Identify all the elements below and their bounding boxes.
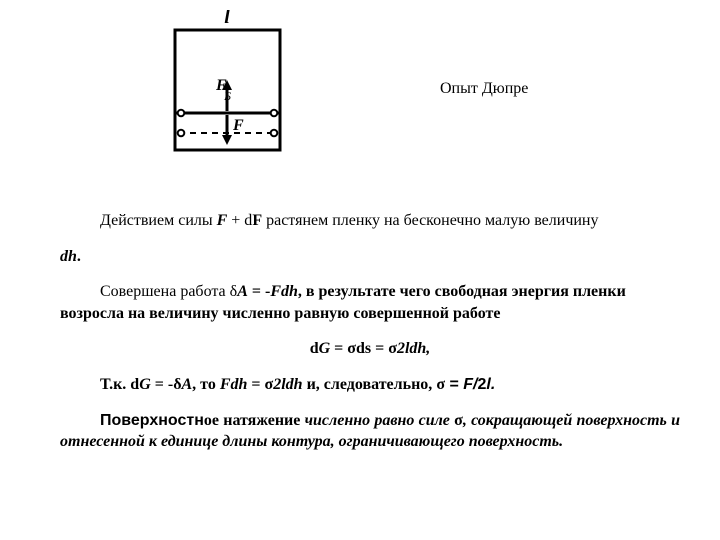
p2-t1: Совершена работа δ: [100, 283, 237, 300]
p3-t4: и, следовательно,: [303, 376, 437, 393]
p4-t1b: ое натяжение: [204, 412, 300, 429]
p1-dh: dh: [60, 248, 77, 265]
p4-t1a: Поверхностн: [100, 412, 204, 429]
arrow-down-head: [222, 135, 232, 145]
p3-eq2: =: [247, 376, 264, 393]
F-up-sub: Б: [223, 89, 231, 103]
p3-G: G: [139, 376, 151, 393]
p4-t2: численно равно силе: [300, 412, 454, 429]
eq1-mid: = σds = σ: [330, 340, 397, 357]
l-label: l: [224, 10, 230, 28]
p3-sigma2: σ: [436, 376, 445, 393]
bar-end-right-bot: [271, 130, 278, 137]
p1-t3: растянем пленку на бесконечно малую вели…: [262, 212, 598, 229]
p3-l: l.: [486, 376, 495, 393]
p4-sigma: σ: [454, 412, 463, 429]
equation-1: dG = σds = σ2ldh,: [60, 338, 680, 360]
p3-t2: = -δ: [151, 376, 182, 393]
diagram-svg: l F Б F: [150, 10, 310, 170]
paragraph-1: Действием силы F + dF растянем пленку на…: [60, 210, 680, 232]
p3-F2: F/: [463, 376, 477, 393]
dupre-diagram: l F Б F: [150, 10, 370, 170]
bar-end-left-top: [178, 110, 185, 117]
experiment-title: Опыт Дюпре: [440, 80, 528, 98]
page: l F Б F Опыт Дюпре: [0, 0, 720, 540]
p1-F: F: [217, 212, 228, 229]
p1-dF: F: [252, 212, 262, 229]
paragraph-2: Совершена работа δA = -Fdh, в результате…: [60, 281, 680, 324]
top-area: l F Б F Опыт Дюпре: [60, 10, 680, 170]
p3-A: A: [182, 376, 193, 393]
F-down-label: F: [232, 117, 244, 134]
p3-eq3: =: [445, 376, 463, 393]
paragraph-4: Поверхностное натяжение численно равно с…: [60, 410, 680, 453]
p1-t1: Действием силы: [100, 212, 217, 229]
p3-Fdh: Fdh: [220, 376, 248, 393]
paragraph-3: Т.к. dG = -δA, то Fdh = σ2ldh и, следова…: [60, 374, 680, 396]
p3-t1: Т.к. d: [100, 376, 139, 393]
bar-end-right-top: [271, 110, 278, 117]
p3-2ldh: 2ldh: [273, 376, 302, 393]
p2-eq: = -: [248, 283, 270, 300]
p2-A: A: [237, 283, 248, 300]
p3-t3: , то: [192, 376, 220, 393]
p2-Fdh: Fdh: [270, 283, 298, 300]
paragraph-1b: dh.: [60, 246, 680, 268]
p1-t2: + d: [227, 212, 252, 229]
eq1-d: d: [310, 340, 319, 357]
bar-end-left-bot: [178, 130, 185, 137]
eq1-G: G: [319, 340, 331, 357]
body-text: Действием силы F + dF растянем пленку на…: [60, 210, 680, 453]
p3-sigma: σ: [265, 376, 274, 393]
eq1-2ldh: 2ldh,: [397, 340, 430, 357]
p1-dot: .: [77, 248, 81, 265]
